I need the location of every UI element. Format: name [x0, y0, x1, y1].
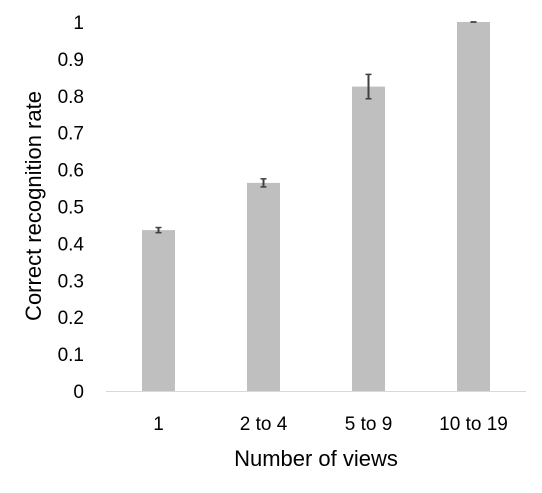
y-tick-label: 0.5: [58, 198, 84, 219]
error-bar: [365, 73, 372, 100]
y-tick-label: 1: [73, 13, 84, 34]
x-axis-title: Number of views: [234, 446, 398, 471]
y-tick-label: 0.7: [58, 124, 84, 145]
error-bar: [155, 226, 162, 234]
y-axis-title: Correct recognition rate: [21, 91, 46, 321]
x-tick-label: 10 to 19: [439, 414, 508, 435]
y-tick-label: 0.1: [58, 345, 84, 366]
bars: [142, 22, 490, 391]
y-tick-label: 0.2: [58, 308, 84, 329]
bar: [352, 86, 385, 391]
y-tick-label: 0.6: [58, 161, 84, 182]
y-tick-label: 0.9: [58, 50, 84, 71]
error-bar: [260, 178, 267, 188]
y-tick-labels: 0 0.1 0.2 0.3 0.4 0.5 0.6 0.7 0.8 0.9 1: [58, 13, 85, 403]
x-tick-label: 1: [153, 414, 164, 435]
x-tick-labels: 1 2 to 4 5 to 9 10 to 19: [153, 414, 508, 435]
y-tick-label: 0.8: [58, 87, 84, 108]
y-tick-label: 0.4: [58, 234, 85, 255]
bar: [457, 22, 490, 391]
bar: [247, 182, 280, 391]
x-tick-label: 5 to 9: [345, 414, 393, 435]
x-tick-label: 2 to 4: [240, 414, 288, 435]
y-tick-label: 0.3: [58, 271, 84, 292]
y-tick-label: 0: [73, 382, 84, 403]
error-bars: [155, 21, 477, 234]
bar: [142, 230, 175, 391]
